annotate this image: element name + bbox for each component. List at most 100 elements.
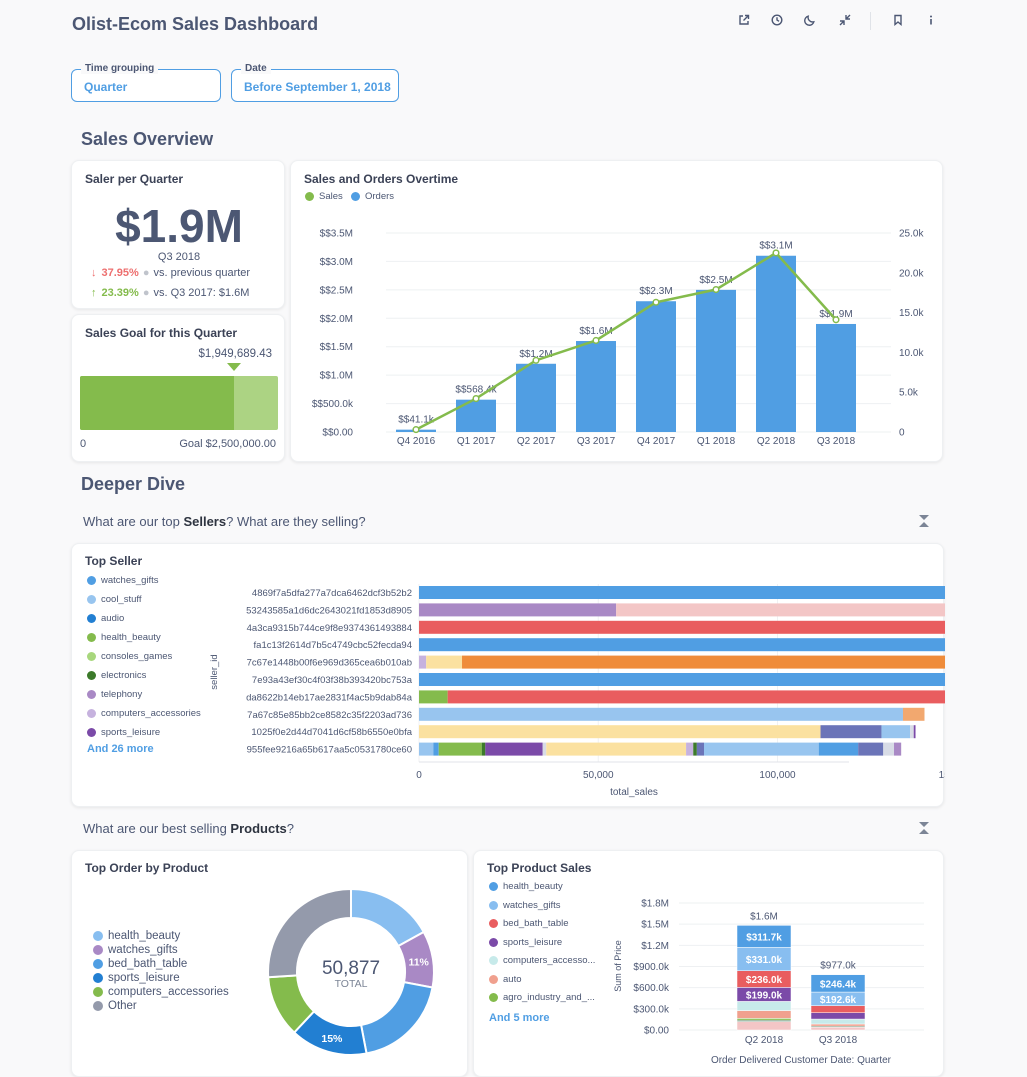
seller-id-label: 7e93a43ef30c4f03f38b393420bc753a xyxy=(252,675,413,686)
x-axis-label: total_sales xyxy=(610,787,658,798)
seller-bar-segment xyxy=(818,742,859,756)
seller-bar-segment xyxy=(881,725,911,739)
product-legend-more[interactable]: And 5 more xyxy=(489,1012,550,1024)
collapse-section-icon[interactable] xyxy=(918,514,930,528)
product-legend-item[interactable]: auto xyxy=(489,974,522,985)
legend-label: health_beauty xyxy=(503,881,563,892)
seller-bar-segment xyxy=(419,673,945,686)
seller-bar-segment xyxy=(433,742,439,756)
donut-legend-item[interactable]: bed_bath_table xyxy=(93,958,187,970)
x-tick: Q1 2017 xyxy=(457,436,496,447)
kpi-card: Saler per Quarter $1.9M Q3 2018 ↓ 37.95%… xyxy=(71,160,285,309)
seller-legend-item[interactable]: electronics xyxy=(87,670,146,681)
legend-dot xyxy=(87,709,96,718)
product-legend-item[interactable]: agro_industry_and_... xyxy=(489,992,595,1003)
column-total: $1.6M xyxy=(750,911,778,922)
kpi-prev-change: 37.95% xyxy=(101,267,139,279)
legend-sales[interactable]: Sales xyxy=(305,191,343,202)
x-tick: Q4 2017 xyxy=(637,436,676,447)
info-icon[interactable] xyxy=(923,12,939,28)
legend-label: sports_leisure xyxy=(108,972,180,984)
seller-legend-item[interactable]: computers_accessories xyxy=(87,708,201,719)
donut-legend-item[interactable]: health_beauty xyxy=(93,930,180,942)
y-tick: $300.0k xyxy=(633,1004,670,1015)
legend-orders-label: Orders xyxy=(365,191,395,202)
slice-label: 15% xyxy=(321,1033,343,1045)
clock-icon[interactable] xyxy=(769,12,785,28)
product-legend-item[interactable]: health_beauty xyxy=(489,881,563,892)
segment-label: $246.4k xyxy=(820,979,857,990)
product-legend-item[interactable]: computers_accesso... xyxy=(489,955,595,966)
seller-bar-segment xyxy=(419,655,427,669)
collapse-icon[interactable] xyxy=(837,12,853,28)
y-tick-right: 15.0k xyxy=(899,308,924,319)
product-legend-item[interactable]: sports_leisure xyxy=(489,937,562,948)
seller-bar-segment xyxy=(693,742,697,756)
y-tick-left: $$2.0M xyxy=(320,314,353,325)
question-sellers-bold: Sellers xyxy=(183,514,227,529)
y-tick-right: 25.0k xyxy=(899,229,924,240)
time-grouping-filter[interactable]: Time grouping Quarter xyxy=(71,63,221,102)
seller-bar-segment xyxy=(447,690,945,704)
collapse-section-icon[interactable] xyxy=(918,821,930,835)
y-axis-label: Sum of Price xyxy=(613,940,623,992)
legend-dot xyxy=(87,728,96,737)
legend-dot xyxy=(93,987,103,997)
sales-orders-card: Sales and Orders Overtime Sales Orders $… xyxy=(290,160,943,462)
seller-legend-item[interactable]: cool_stuff xyxy=(87,594,142,605)
moon-icon[interactable] xyxy=(802,12,818,28)
donut-legend-item[interactable]: sports_leisure xyxy=(93,972,180,984)
goal-max: Goal $2,500,000.00 xyxy=(179,438,276,450)
share-icon[interactable] xyxy=(736,12,752,28)
seller-legend-item[interactable]: health_beauty xyxy=(87,632,161,643)
seller-bar-segment xyxy=(426,655,463,669)
legend-orders[interactable]: Orders xyxy=(351,191,394,202)
legend-dot xyxy=(489,919,498,928)
arrow-down-icon: ↓ xyxy=(91,267,97,279)
seller-legend-item[interactable]: sports_leisure xyxy=(87,727,160,738)
seller-bar-segment xyxy=(883,742,895,756)
legend-label: agro_industry_and_... xyxy=(503,992,595,1003)
seller-legend-item[interactable]: watches_gifts xyxy=(87,575,159,586)
bookmark-icon[interactable] xyxy=(890,12,906,28)
seller-bar-segment xyxy=(820,725,882,739)
section-sales-overview: Sales Overview xyxy=(81,129,214,149)
legend-dot xyxy=(87,652,96,661)
product-legend-item[interactable]: bed_bath_table xyxy=(489,918,569,929)
y-tick: $1.5M xyxy=(641,920,669,931)
donut-legend-item[interactable]: watches_gifts xyxy=(93,944,178,956)
x-tick: 50,000 xyxy=(583,770,614,781)
bar-data-label: $$3.1M xyxy=(759,241,792,252)
donut-legend-item[interactable]: computers_accessories xyxy=(93,986,229,998)
seller-id-label: 4869f7a5dfa277a7dca6462dcf3b52b2 xyxy=(252,588,412,599)
bar-data-label: $$2.3M xyxy=(639,286,672,297)
seller-bar-segment xyxy=(902,707,925,721)
donut-legend-item[interactable]: Other xyxy=(93,1000,137,1012)
seller-id-label: da8622b14eb17ae2831f4ac5b9dab84a xyxy=(246,692,413,703)
y-tick-left: $$3.0M xyxy=(320,257,353,268)
seller-bar-segment xyxy=(858,742,884,756)
bar-data-label: $$41.1k xyxy=(398,415,435,426)
segment-label: $311.7k xyxy=(746,932,782,943)
product-bar-segment xyxy=(736,1018,792,1021)
seller-legend-item[interactable]: telephony xyxy=(87,689,142,700)
goal-title: Sales Goal for this Quarter xyxy=(85,326,238,340)
orders-bar xyxy=(576,341,616,432)
product-bar-segment xyxy=(810,974,866,993)
date-filter[interactable]: Date Before September 1, 2018 xyxy=(231,63,399,102)
kpi-prev-label: vs. previous quarter xyxy=(153,267,251,279)
seller-legend-item[interactable]: audio xyxy=(87,613,124,624)
sales-point xyxy=(472,395,480,403)
x-tick: Q2 2017 xyxy=(517,436,556,447)
header-divider xyxy=(870,12,871,30)
sales-point xyxy=(832,316,840,324)
legend-dot xyxy=(489,882,498,891)
x-tick: Q1 2018 xyxy=(697,436,736,447)
product-legend-item[interactable]: watches_gifts xyxy=(489,900,561,911)
x-tick: Q3 2018 xyxy=(819,1035,858,1046)
seller-legend-item[interactable]: consoles_games xyxy=(87,651,172,662)
seller-legend-more[interactable]: And 26 more xyxy=(87,743,154,755)
legend-dot xyxy=(489,974,498,984)
seller-id-label: 4a3ca9315b744ce9f8e9374361493884 xyxy=(247,623,412,634)
seller-id-label: 7a67c85e85bb2ce8582c35f2203ad736 xyxy=(247,710,412,721)
